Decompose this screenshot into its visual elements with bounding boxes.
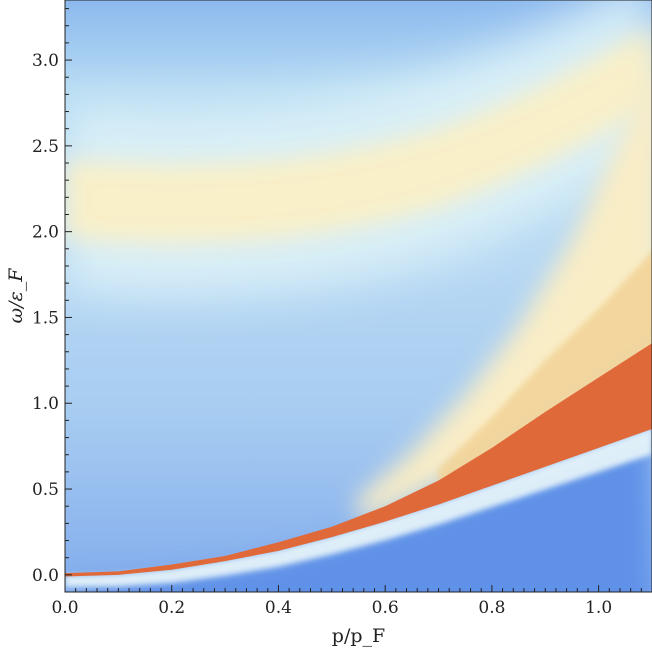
y-axis-label: ω/ε_F [5, 268, 27, 324]
y-tick-label: 0.0 [32, 566, 59, 586]
heatmap-field [65, 0, 652, 626]
x-axis-label: p/p_F [332, 625, 385, 647]
x-tick-label: 0.0 [51, 598, 78, 618]
x-tick-label: 0.4 [265, 598, 292, 618]
x-axis-label-p: p/p_F [332, 625, 385, 647]
y-tick-label: 2.5 [32, 137, 59, 157]
x-tick-label: 0.2 [158, 598, 185, 618]
y-tick-label: 3.0 [32, 51, 59, 71]
y-tick-label: 1.0 [32, 394, 59, 414]
x-tick-label: 1.0 [585, 598, 612, 618]
x-tick-label: 0.6 [372, 598, 399, 618]
y-tick-label: 0.5 [32, 480, 59, 500]
y-tick-label: 2.0 [32, 223, 59, 243]
y-tick-label: 1.5 [32, 308, 59, 328]
x-tick-label: 0.8 [478, 598, 505, 618]
